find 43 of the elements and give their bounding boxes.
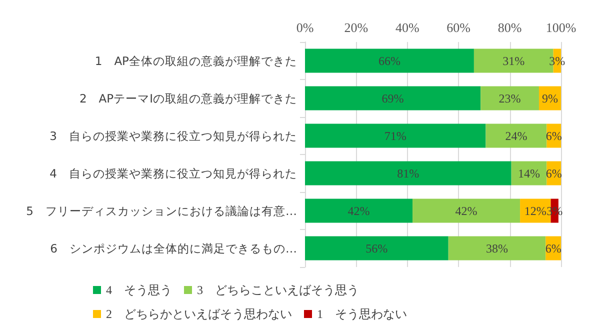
data-label: 3% <box>546 204 563 218</box>
data-label: 69% <box>382 91 404 106</box>
x-tick-label: 100% <box>546 20 576 35</box>
data-label: 66% <box>378 54 400 68</box>
y-tick-label: 1 AP全体の取組の意義が理解できた <box>94 54 297 68</box>
y-tick-label: 2 APテーマⅠの取組の意義が理解できた <box>79 91 297 106</box>
bar <box>486 124 547 148</box>
bar <box>305 161 512 186</box>
x-tick-label: 80% <box>498 20 522 35</box>
bar <box>412 198 520 223</box>
bar <box>305 198 413 223</box>
data-label: 6% <box>545 241 562 256</box>
bar <box>305 124 486 148</box>
data-label: 9% <box>542 91 558 106</box>
data-label: 12% <box>524 204 546 218</box>
bar <box>305 48 474 73</box>
data-label: 38% <box>486 241 508 256</box>
x-tick-label: 20% <box>344 20 368 35</box>
data-label: 14% <box>518 166 540 180</box>
data-label: 56% <box>366 241 388 256</box>
data-label: 24% <box>505 128 528 143</box>
data-label: 81% <box>397 166 420 180</box>
legend-label: 2 どちらかといえばそう思わない <box>106 307 292 321</box>
y-tick-label: 3 自らの授業や業務に役立つ知見が得られた <box>50 128 297 143</box>
y-tick-label: 5 フリーディスカッションにおける議論は有意… <box>26 204 297 218</box>
legend-label: 3 どちらこといえばそう思う <box>197 283 359 297</box>
x-tick-label: 40% <box>395 20 420 35</box>
bar <box>305 236 448 260</box>
data-label: 42% <box>455 204 478 218</box>
y-tick-label: 4 自らの授業や業務に役立つ知見が得られた <box>50 166 297 180</box>
data-label: 71% <box>384 128 406 143</box>
data-label: 31% <box>502 54 525 68</box>
y-tick-label: 6 シンポジウムは全体的に満足できるもの… <box>50 241 297 256</box>
bar <box>305 86 481 110</box>
bar <box>480 86 539 110</box>
bar <box>448 236 546 260</box>
legend-label: 4 そう思う <box>106 283 172 297</box>
data-label: 42% <box>348 204 370 218</box>
x-tick-label: 60% <box>446 20 471 35</box>
x-tick-label: 0% <box>296 20 314 35</box>
legend-label: 1 そう思わない <box>317 307 407 321</box>
bar <box>511 161 547 186</box>
data-label: 23% <box>498 91 521 106</box>
